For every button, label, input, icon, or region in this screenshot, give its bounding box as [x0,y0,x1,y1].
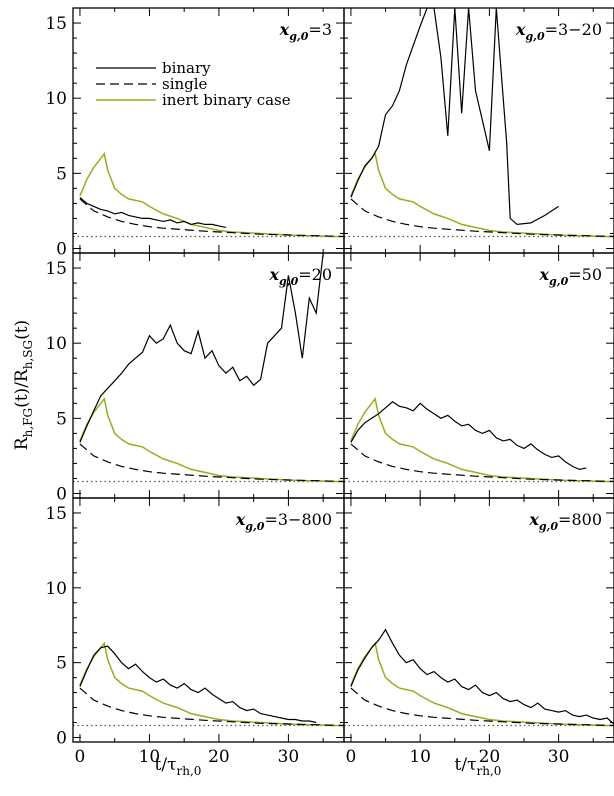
x-tick-label: 10 [409,747,431,767]
y-axis-title: Rh,FG(t)/Rh,SG(t) [12,320,35,450]
panel-label: xg,0=3 [279,20,332,43]
series-inert-line [350,152,614,238]
series-single-line [350,443,614,483]
series-single-line [350,198,614,238]
y-tick-label: 5 [56,164,67,184]
panel-label: xg,0=3−800 [235,510,332,533]
series-inert-line [79,397,344,483]
series-inert-line [350,397,614,483]
series-binary-line [79,196,227,228]
x-axis-title-right: t/τrh,0 [455,755,502,778]
x-tick-label: 20 [479,747,501,767]
series-inert-line [79,641,344,727]
legend-label-single: single [162,75,208,93]
y-tick-label: 5 [56,409,67,429]
panel-frame [72,7,345,254]
panel-x_g0_3: 0 5 10 15 xg,0=3 [45,7,345,259]
x-tick-label: 0 [75,747,86,767]
panel-label: xg,0=3−20 [515,20,602,43]
y-tick-label: 0 [56,729,67,749]
series-single-line [350,687,614,727]
x-tick-label: 30 [548,747,570,767]
legend-label-binary: binary [162,59,211,77]
panel-frame [72,497,345,743]
panel-x_g0_3_20: xg,0=3−20 [343,7,614,254]
y-tick-label: 10 [45,89,67,109]
series-binary-line [350,8,559,226]
series-single-line [79,198,344,238]
series-single-line [79,687,344,727]
series-binary-line [350,401,587,471]
x-axis-title-left: t/τrh,0 [155,755,202,778]
axis-titles: t/τrh,0 t/τrh,0 Rh,FG(t)/Rh,SG(t) [12,320,501,778]
y-tick-label: 10 [45,579,67,599]
series-binary-line [350,628,614,725]
panel-frame [343,7,614,254]
panel-x_g0_3_800: 0 5 10 15 0 10 20 30 xg,0=3−800 [45,497,345,767]
panel-label: xg,0=50 [539,265,603,288]
panel-frame [72,252,345,499]
y-tick-label: 15 [45,259,67,279]
y-tick-label: 0 [56,484,67,504]
x-tick-label: 20 [208,747,230,767]
panel-label: xg,0=800 [528,510,602,533]
panels: 0 5 10 15 xg,0=3 xg,0=3−20 0 5 10 15 xg,0=20 xg,0=5… [45,7,614,767]
panel-x_g0_800: 0 10 20 30 xg,0=800 [343,497,614,767]
panel-frame [343,497,614,743]
x-tick-label: 30 [278,747,300,767]
panel-frame [343,252,614,499]
panel-x_g0_20: 0 5 10 15 xg,0=20 [45,252,345,504]
panel-x_g0_50: xg,0=50 [343,252,614,499]
series-inert-line [350,641,614,727]
series-binary-line [79,253,324,443]
x-tick-label: 0 [346,747,357,767]
y-tick-label: 15 [45,504,67,524]
y-tick-label: 0 [56,239,67,259]
legend-label-inert: inert binary case [162,91,291,109]
y-tick-label: 10 [45,334,67,354]
y-tick-label: 5 [56,654,67,674]
series-single-line [79,443,344,483]
series-binary-line [79,645,317,724]
x-tick-label: 10 [139,747,161,767]
y-tick-label: 15 [45,14,67,34]
panel-label: xg,0=20 [269,265,333,288]
